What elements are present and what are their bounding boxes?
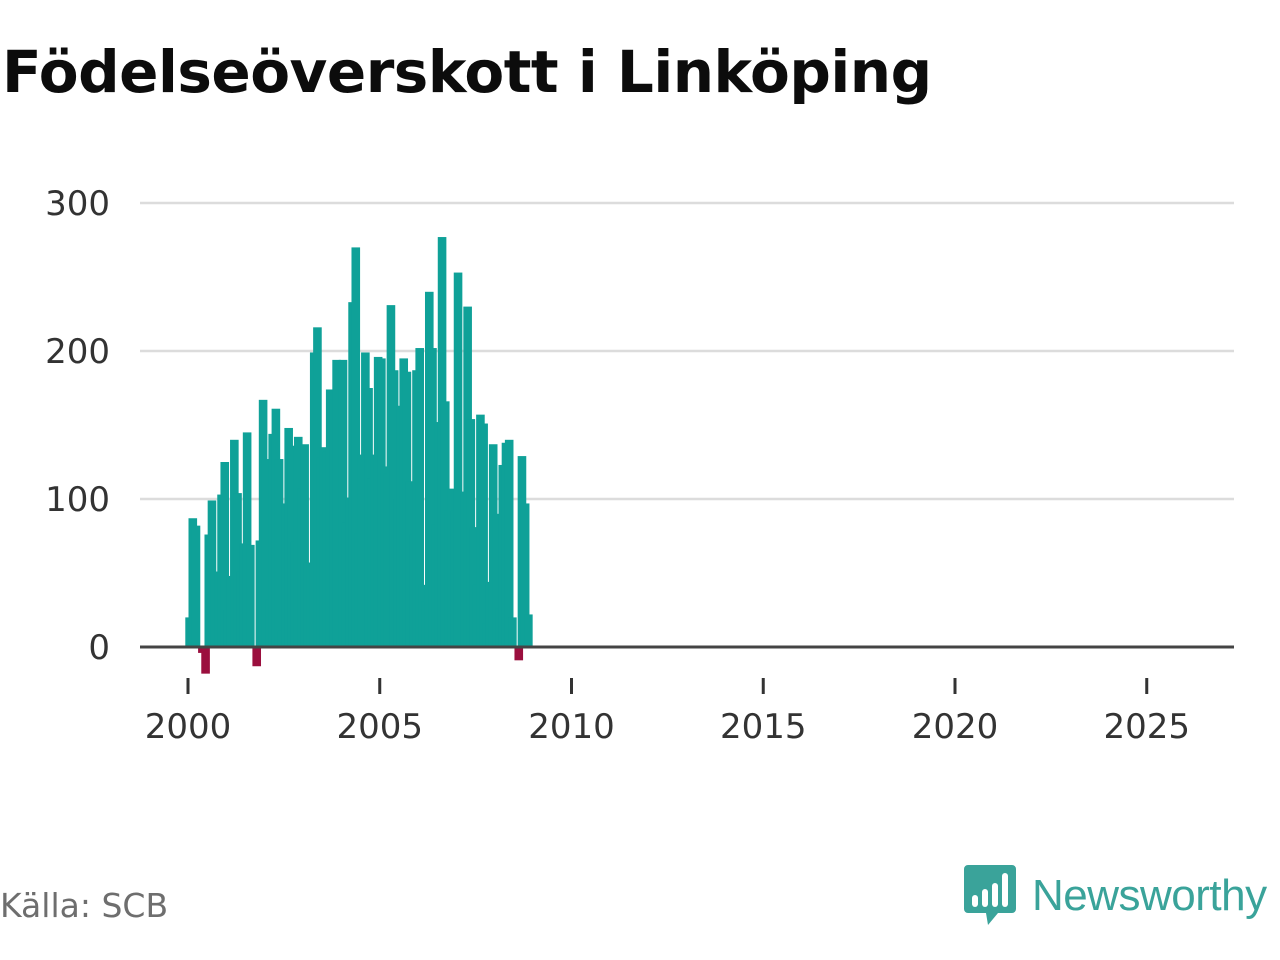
brand-logo: Newsworthy xyxy=(964,864,1267,928)
bar xyxy=(242,432,252,647)
y-axis-tick-labels: 0 100 200 300 xyxy=(45,184,110,668)
brand-name: Newsworthy xyxy=(1032,871,1267,920)
bar xyxy=(479,423,488,647)
bar xyxy=(191,525,201,647)
bar xyxy=(504,439,514,647)
x-tick-label: 2010 xyxy=(528,707,615,747)
y-tick-label: 200 xyxy=(45,332,110,372)
bar xyxy=(492,513,501,647)
x-axis-ticks: 2000 2005 2010 2015 2020 2025 xyxy=(145,678,1190,747)
bar xyxy=(453,272,463,647)
bar xyxy=(220,462,230,647)
bar xyxy=(252,647,262,667)
bar xyxy=(338,359,348,647)
bar xyxy=(261,459,271,647)
x-tick-label: 2025 xyxy=(1103,707,1190,747)
bar xyxy=(351,247,361,647)
y-tick-label: 0 xyxy=(88,628,110,668)
y-tick-label: 300 xyxy=(45,184,110,224)
bar xyxy=(300,444,309,647)
chart-title: Födelseöverskott i Linköping xyxy=(2,38,932,106)
bar xyxy=(201,647,210,674)
bar xyxy=(415,348,424,647)
bar xyxy=(428,348,437,647)
bar xyxy=(524,614,533,647)
bars xyxy=(185,237,533,674)
newsworthy-logo-icon xyxy=(964,865,1016,925)
bar xyxy=(233,493,242,647)
x-tick-label: 2000 xyxy=(145,707,232,747)
bar xyxy=(274,459,284,647)
source-label: Källa: SCB xyxy=(0,886,169,925)
x-tick-label: 2015 xyxy=(720,707,807,747)
bar xyxy=(520,503,530,647)
bar xyxy=(514,647,524,661)
bar xyxy=(246,544,255,647)
x-tick-label: 2005 xyxy=(336,707,423,747)
y-tick-label: 100 xyxy=(45,480,110,520)
bar xyxy=(508,617,517,647)
x-tick-label: 2020 xyxy=(912,707,999,747)
